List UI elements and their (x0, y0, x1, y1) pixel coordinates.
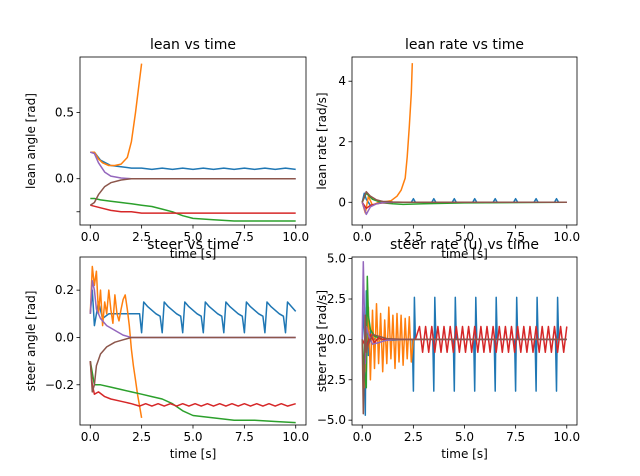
y-axis-label: lean rate [rad/s] (315, 92, 329, 189)
x-tick-label: 7.5 (235, 430, 254, 444)
series-line-1 (90, 151, 296, 171)
x-axis-label: time [s] (441, 247, 488, 261)
y-tick-label: 4 (338, 74, 346, 88)
chart-panel-2: 0.0 2.5 5.0 7.5 10.0 0 2 4 lean rate vs time time… (315, 37, 580, 261)
chart-panel-1: 0.0 2.5 5.0 7.5 10.0 0.0 0.5 lean vs time time [… (24, 37, 309, 261)
x-tick-label: 10.0 (282, 230, 309, 244)
y-tick-label: 0.0 (327, 332, 346, 346)
chart-title: lean vs time (150, 37, 236, 53)
x-axis-label: time [s] (170, 247, 217, 261)
y-axis-label: steer rate [rad/s] (315, 290, 329, 392)
series-line-6 (361, 190, 567, 204)
y-tick-label: 0.2 (55, 283, 74, 297)
x-tick-label: 7.5 (506, 430, 525, 444)
series-line-4 (89, 361, 296, 407)
x-axis-label: time [s] (170, 447, 217, 461)
x-axis-label: time [s] (441, 447, 488, 461)
x-tick-label: 10.0 (282, 430, 309, 444)
series-line-4 (90, 204, 296, 214)
y-tick-label: 5.0 (327, 252, 346, 266)
series-line-5 (90, 151, 296, 180)
y-tick-label: 0.0 (55, 172, 74, 186)
x-tick-label: 5.0 (455, 230, 474, 244)
y-tick-label: 2 (338, 135, 346, 149)
plot-frame (79, 56, 307, 226)
series-line-5 (361, 261, 567, 365)
x-tick-label: 2.5 (132, 230, 151, 244)
series-line-2 (361, 63, 414, 214)
y-axis-label: steer angle [rad] (24, 291, 38, 392)
plot-frame (351, 56, 578, 226)
y-tick-label: 0.0 (55, 330, 74, 344)
x-tick-label: 0.0 (81, 430, 100, 444)
series-line-2 (361, 303, 415, 389)
chart-title: lean rate vs time (405, 37, 524, 53)
y-tick-label: −2.5 (317, 373, 346, 387)
x-tick-label: 0.0 (81, 230, 100, 244)
y-tick-label: 0 (338, 195, 346, 209)
y-axis-label: lean angle [rad] (24, 93, 38, 189)
series-line-3 (90, 197, 296, 222)
x-tick-label: 5.0 (183, 430, 202, 444)
x-tick-label: 5.0 (455, 430, 474, 444)
x-tick-label: 7.5 (506, 230, 525, 244)
y-tick-label: 2.5 (327, 292, 346, 306)
series-line-6 (361, 314, 567, 415)
series-line-3 (89, 360, 296, 424)
x-tick-label: 7.5 (235, 230, 254, 244)
x-tick-label: 0.0 (353, 230, 372, 244)
series-line-1 (89, 289, 297, 334)
series-line-1 (361, 290, 567, 417)
series-line-3 (361, 192, 567, 206)
series-line-2 (90, 63, 143, 167)
x-tick-label: 10.0 (553, 230, 580, 244)
x-tick-label: 2.5 (404, 230, 423, 244)
x-tick-label: 5.0 (183, 230, 202, 244)
x-tick-label: 2.5 (404, 430, 423, 444)
x-tick-label: 10.0 (553, 430, 580, 444)
y-tick-label: 0.5 (55, 106, 74, 120)
series-line-6 (89, 177, 296, 206)
x-tick-label: 2.5 (132, 430, 151, 444)
y-tick-label: −0.2 (45, 378, 74, 392)
y-tick-label: −5.0 (317, 413, 346, 427)
chart-title: steer rate (u) vs time (390, 237, 539, 253)
x-tick-label: 0.0 (353, 430, 372, 444)
series-line-2 (89, 265, 143, 419)
chart-title: steer vs time (147, 237, 239, 253)
series-line-6 (89, 336, 296, 393)
series-line-4 (361, 325, 568, 354)
chart-panel-4: 0.0 2.5 5.0 7.5 10.0 −5.0 −2.5 0.0 2.5 5.0 steer r… (315, 237, 580, 461)
